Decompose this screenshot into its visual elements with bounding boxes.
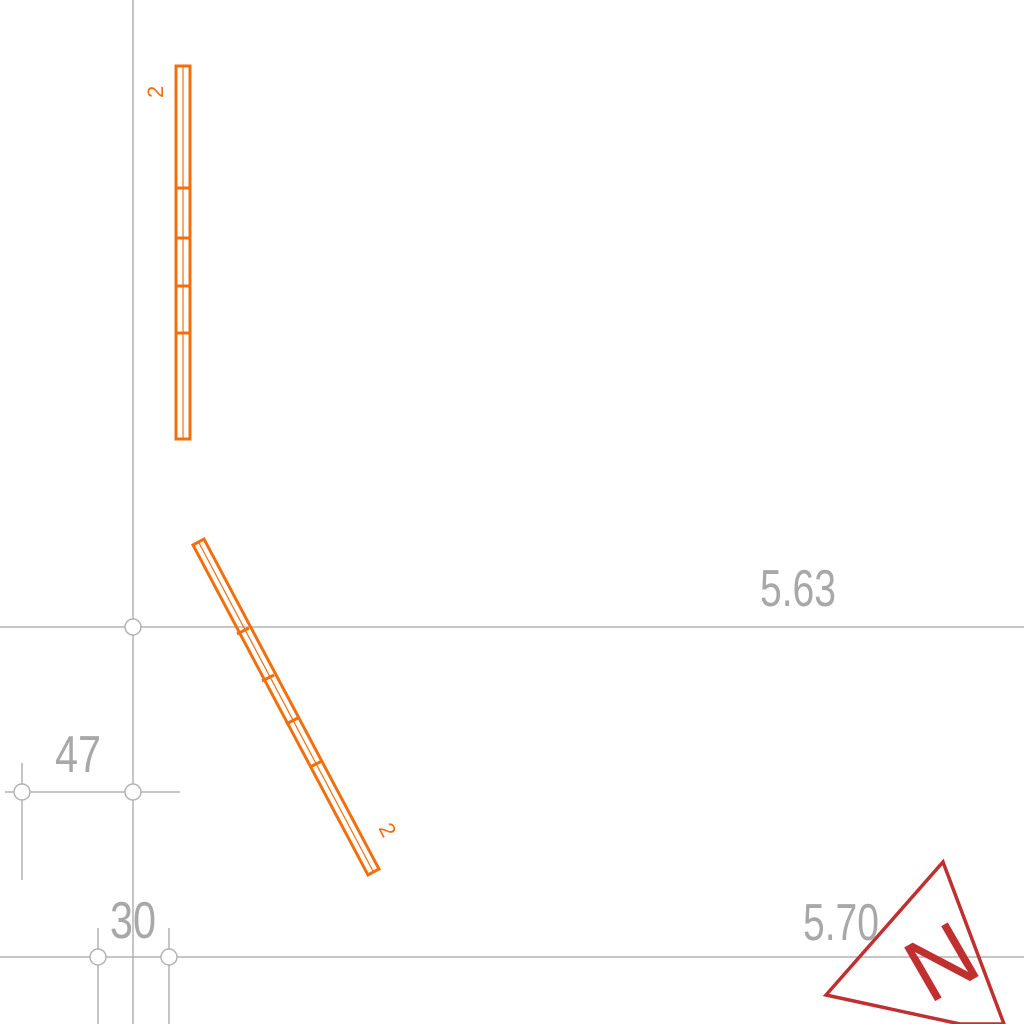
grid-node [124, 783, 142, 801]
dimension-label-30: 30 [110, 892, 156, 950]
grid-node [13, 783, 31, 801]
grid-node [124, 618, 142, 636]
grid-node [160, 948, 178, 966]
vertical-member-label: 2 [143, 86, 168, 98]
dimension-labels: 5.63 5.70 47 30 [55, 560, 879, 952]
north-arrow-letter: N [889, 903, 995, 1022]
north-arrow-triangle-icon [822, 858, 1006, 1024]
grid-nodes [13, 618, 178, 966]
dimension-label-47: 47 [55, 726, 101, 784]
dimension-label-570: 5.70 [803, 894, 879, 952]
diagonal-member-label: 2 [374, 819, 402, 842]
diagonal-member[interactable]: 2 [190, 536, 402, 878]
grid-node [89, 948, 107, 966]
dimension-label-563: 5.63 [760, 560, 836, 618]
vertical-member[interactable]: 2 [143, 64, 192, 441]
